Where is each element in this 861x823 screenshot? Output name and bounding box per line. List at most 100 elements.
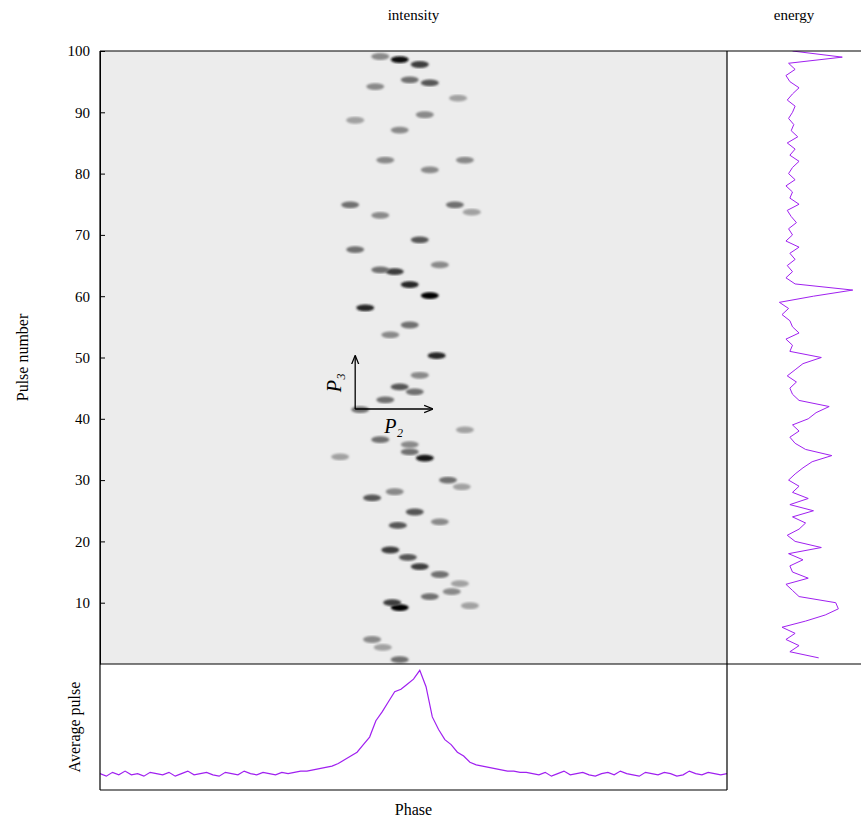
tick-mark (100, 174, 105, 175)
annotation-label: P₂ (383, 415, 403, 437)
subpulse (406, 388, 424, 395)
subpulse (411, 372, 429, 379)
subpulse (456, 426, 474, 433)
marks (100, 670, 727, 776)
figure: 10 20 30 40 50 60 70 80 90 100 P₃ P₂ intensity energy… (0, 0, 861, 823)
plot-background (100, 51, 727, 664)
subpulse (363, 636, 381, 643)
subpulse (389, 522, 407, 529)
subpulse (391, 127, 409, 134)
subpulse (346, 117, 364, 124)
frame-top (100, 50, 861, 51)
arrow (355, 356, 356, 409)
subpulse (374, 644, 392, 651)
tick-label: 100 (68, 43, 91, 59)
subpulse (401, 441, 419, 448)
marks (331, 53, 481, 663)
subpulse (376, 396, 394, 403)
subpulse (401, 449, 419, 456)
tick-label: 70 (75, 227, 90, 243)
subpulse (411, 61, 429, 68)
tick-label: 90 (75, 105, 90, 121)
panel-title: energy (774, 7, 815, 23)
subpulse (428, 352, 446, 359)
subpulse (411, 563, 429, 570)
subpulse (411, 236, 429, 243)
subpulse (386, 488, 404, 495)
tick-mark (100, 235, 105, 236)
subpulse (416, 111, 434, 118)
tick: 100 (68, 43, 106, 59)
subpulse (421, 167, 439, 174)
subpulse (431, 518, 449, 525)
subpulse (376, 157, 394, 164)
tick-label: 40 (75, 411, 90, 427)
tick-mark (100, 296, 105, 297)
subpulse (421, 593, 439, 600)
subpulse (371, 266, 389, 273)
tick-label: 80 (75, 166, 90, 182)
subpulse (463, 209, 481, 216)
subpulse (371, 436, 389, 443)
axis-title: Phase (395, 801, 432, 818)
energy-line (779, 51, 852, 658)
frame-bottom (100, 789, 727, 790)
panel-title: intensity (388, 7, 440, 23)
tick-mark (100, 603, 105, 604)
subpulse (449, 95, 467, 102)
axis-title: Pulse number (14, 313, 31, 401)
subpulse (451, 580, 469, 587)
frame-middle (100, 663, 861, 664)
subpulse (391, 656, 409, 663)
subpulse (456, 157, 474, 164)
subpulse (401, 76, 419, 83)
subpulse (416, 455, 434, 462)
subpulse (453, 483, 471, 490)
subpulse (391, 56, 409, 63)
frame-left (99, 51, 100, 790)
average-line (100, 670, 727, 776)
subpulse (331, 453, 349, 460)
tick-label: 10 (75, 595, 90, 611)
axis-title: Average pulse (66, 682, 84, 773)
y-axis: 10 20 30 40 50 60 70 80 90 100 (68, 43, 106, 664)
tick-label: 30 (75, 472, 90, 488)
subpulse (363, 494, 381, 501)
tick-mark (100, 419, 105, 420)
subpulse (431, 262, 449, 269)
subpulse (391, 384, 409, 391)
tick-mark (100, 480, 105, 481)
subpulse (399, 554, 417, 561)
tick-mark (100, 112, 105, 113)
subpulse (406, 509, 424, 516)
subpulse (346, 246, 364, 253)
subpulse (421, 79, 439, 86)
tick-label: 50 (75, 350, 90, 366)
tick-mark (100, 541, 105, 542)
tick-label: 20 (75, 534, 90, 550)
subpulse (341, 201, 359, 208)
subpulse (371, 212, 389, 219)
subpulse (366, 83, 384, 90)
subpulse (401, 281, 419, 288)
subpulse (461, 602, 479, 609)
subpulse (439, 477, 457, 484)
subpulse (431, 571, 449, 578)
texts: intensity energy Pulse number Average pulse… (14, 7, 815, 818)
marks (779, 51, 852, 658)
frame-divider (726, 51, 727, 790)
tick-mark (100, 358, 105, 359)
arrow (355, 408, 432, 409)
annotations: P₃ P₂ (323, 356, 432, 437)
subpulse (446, 201, 464, 208)
subpulse (356, 304, 374, 311)
subpulse (421, 292, 439, 299)
frames (100, 51, 861, 790)
subpulse (443, 588, 461, 595)
subpulse (381, 331, 399, 338)
subpulse (401, 322, 419, 329)
annotation-label: P₃ (323, 373, 345, 393)
subpulse (371, 53, 389, 60)
subpulse (381, 547, 399, 554)
tick-label: 60 (75, 289, 90, 305)
